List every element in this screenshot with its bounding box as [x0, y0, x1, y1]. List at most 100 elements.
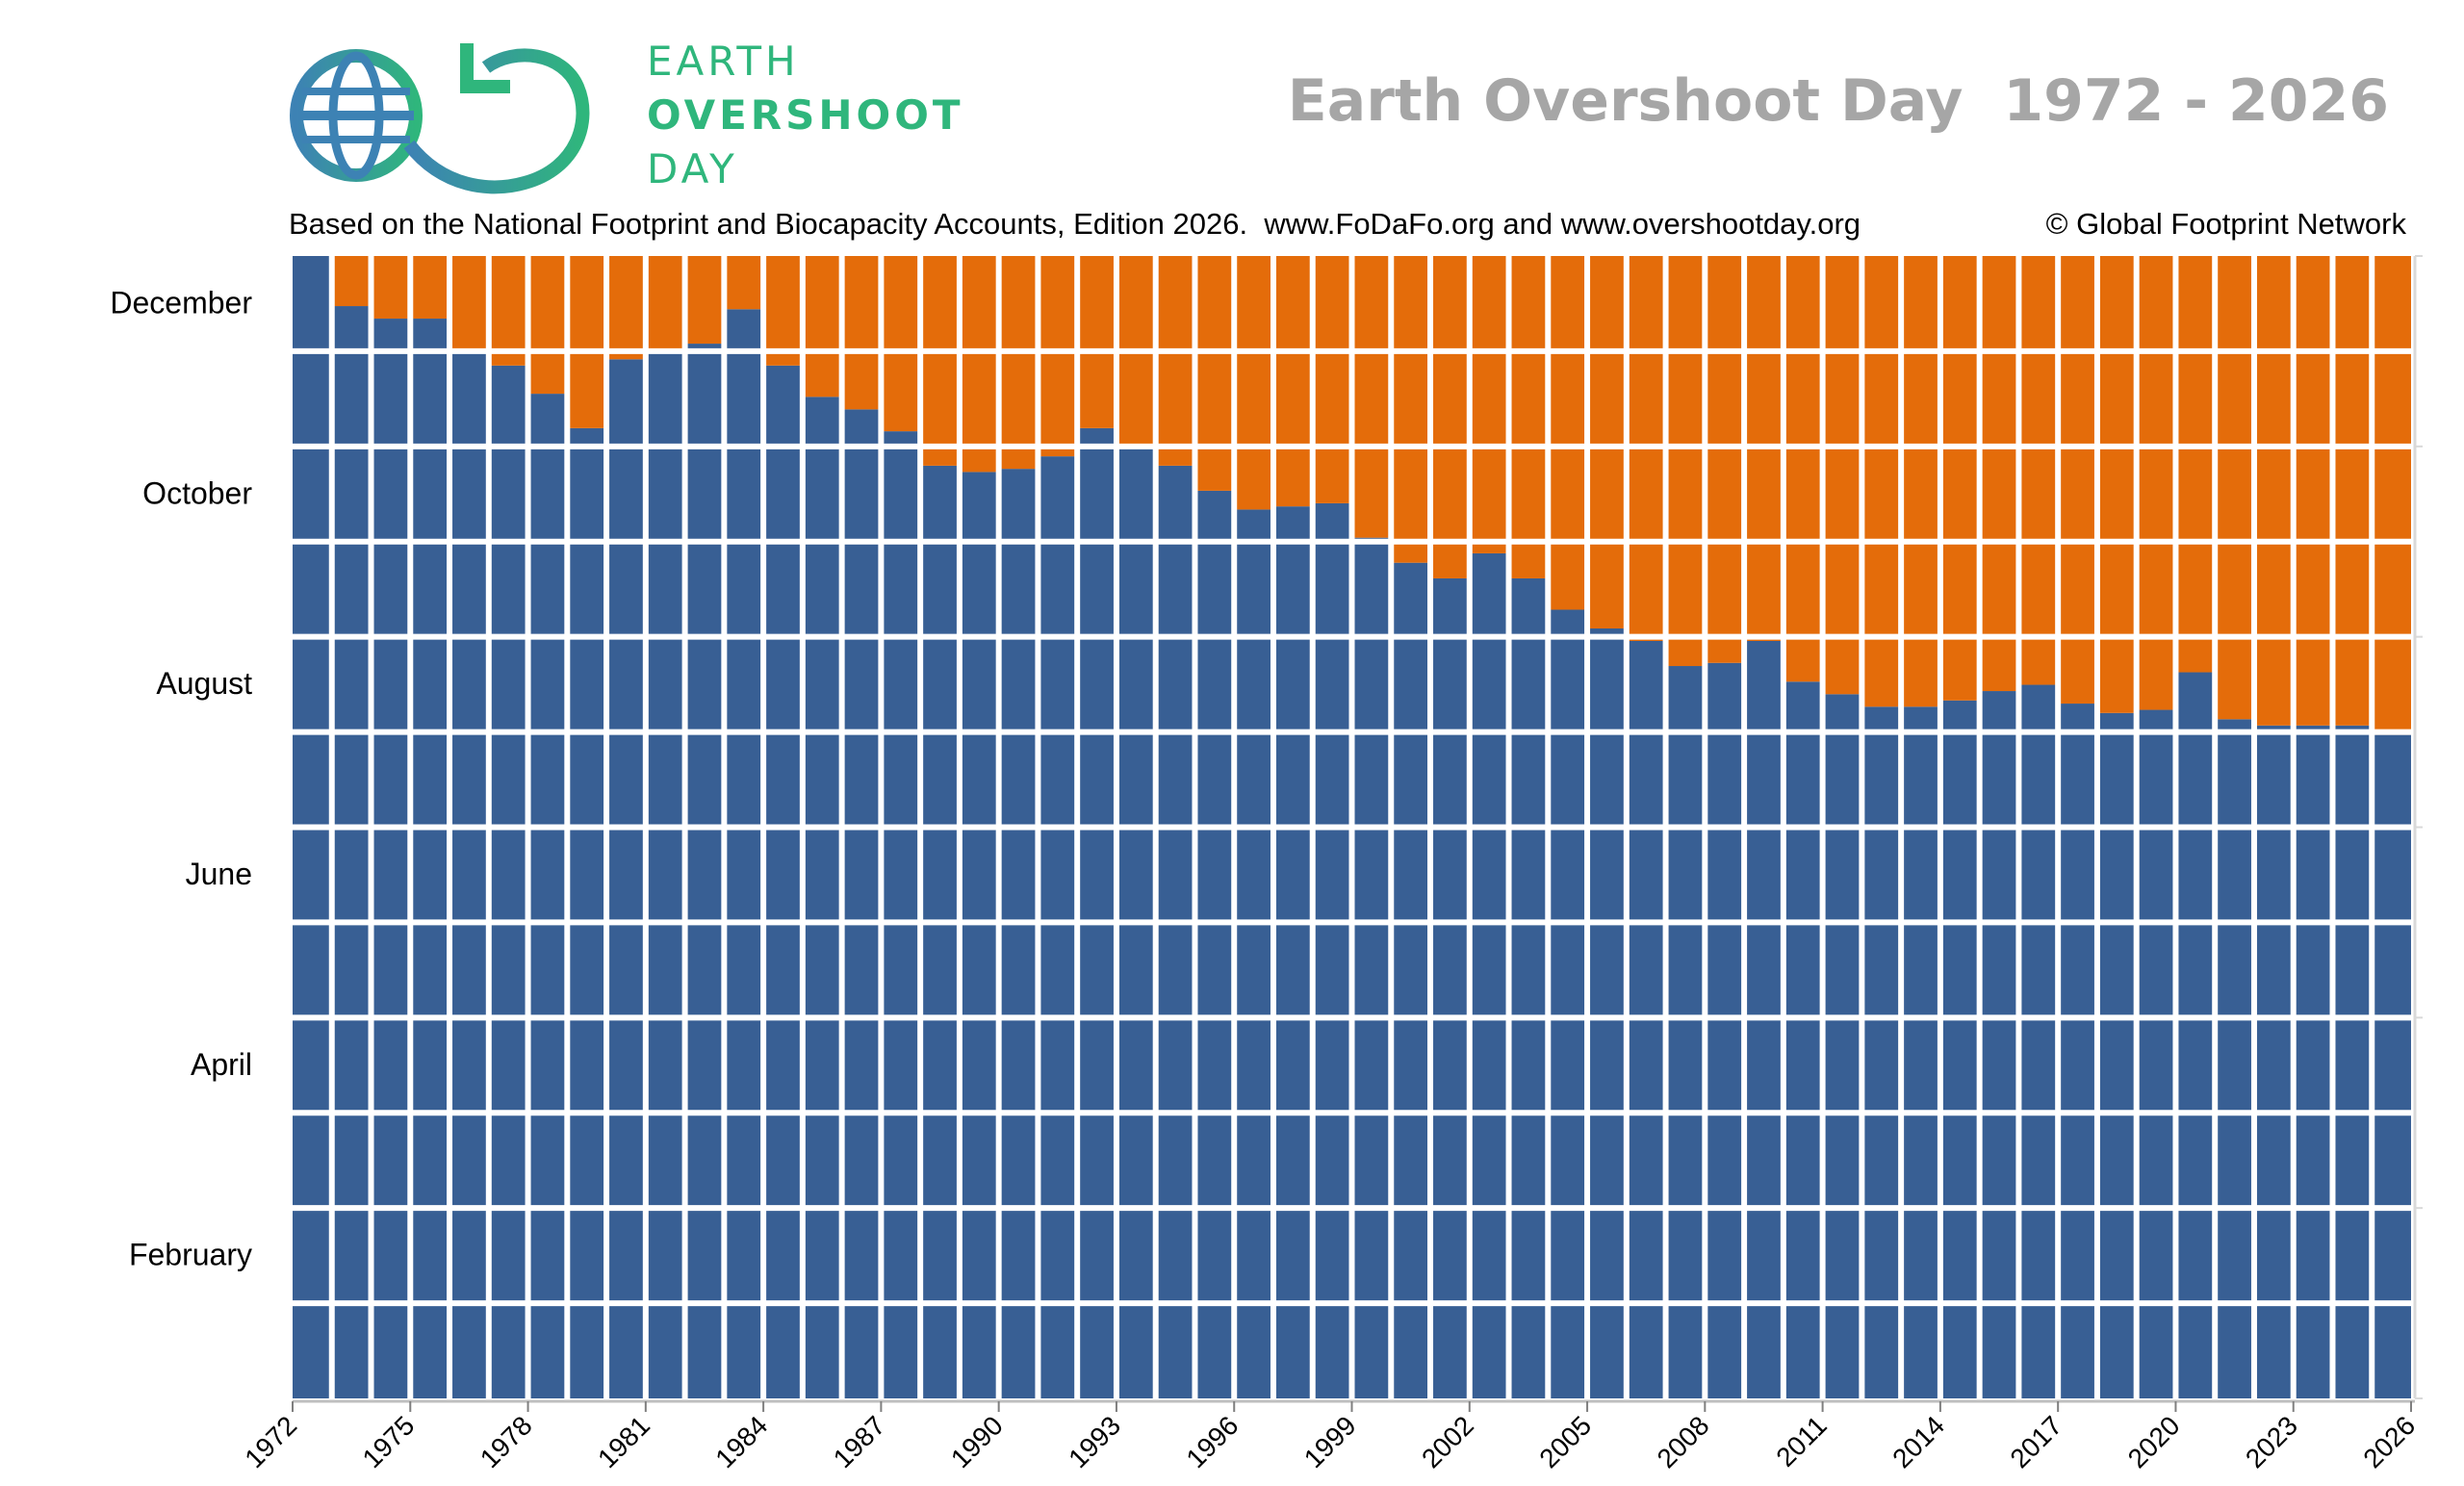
bar-before-overshoot	[371, 319, 411, 1398]
y-tick-label: April	[191, 1047, 252, 1082]
bar-before-overshoot	[841, 409, 882, 1398]
bar-before-overshoot	[2372, 734, 2411, 1398]
bar-before-overshoot	[1705, 662, 1745, 1398]
bar-after-overshoot	[2018, 256, 2059, 685]
x-tick-label: 2011	[1770, 1410, 1833, 1473]
chart-subtitle: Based on the National Footprint and Bioc…	[289, 207, 2406, 242]
x-tick-label: 2008	[1652, 1410, 1715, 1473]
bar-after-overshoot	[1312, 256, 1352, 503]
bar-after-overshoot	[2253, 256, 2294, 726]
bar-after-overshoot	[1665, 256, 1706, 667]
bar-before-overshoot	[2175, 672, 2216, 1398]
bar-before-overshoot	[2332, 725, 2373, 1398]
logo-word-day: DAY	[647, 145, 738, 192]
bar-before-overshoot	[1391, 562, 1431, 1398]
bar-before-overshoot	[1312, 502, 1352, 1398]
bar-before-overshoot	[1861, 706, 1902, 1398]
bar-before-overshoot	[1783, 681, 1823, 1398]
bar-after-overshoot	[1705, 256, 1745, 663]
plot-area	[293, 256, 2411, 1399]
x-tick-label: 2017	[2004, 1410, 2067, 1473]
bar-after-overshoot	[802, 256, 842, 397]
bar-after-overshoot	[1587, 256, 1627, 628]
bar-after-overshoot	[1939, 256, 1980, 701]
bar-after-overshoot	[488, 256, 528, 366]
bar-after-overshoot	[2058, 256, 2097, 705]
bar-before-overshoot	[606, 359, 646, 1398]
bar-before-overshoot	[920, 465, 960, 1398]
copyright-note: © Global Footprint Network	[2045, 207, 2406, 241]
bar-before-overshoot	[1508, 577, 1549, 1398]
x-tick-label: 1978	[475, 1410, 538, 1473]
bar-after-overshoot	[1979, 256, 2019, 692]
bar-before-overshoot	[567, 427, 607, 1398]
x-tick-label: 2020	[2122, 1410, 2186, 1473]
bar-before-overshoot	[331, 306, 372, 1399]
bar-before-overshoot	[645, 352, 685, 1398]
bar-before-overshoot	[2215, 719, 2254, 1398]
bar-after-overshoot	[331, 256, 372, 307]
bar-after-overshoot	[1861, 256, 1902, 707]
bar-before-overshoot	[2096, 712, 2137, 1398]
x-tick-label: 2002	[1416, 1410, 1479, 1473]
x-tick-label: 2023	[2240, 1410, 2303, 1473]
bar-before-overshoot	[527, 394, 568, 1398]
bar-before-overshoot	[1234, 509, 1273, 1398]
bar-after-overshoot	[724, 256, 764, 310]
bar-after-overshoot	[2332, 256, 2373, 726]
bar-before-overshoot	[1665, 666, 1706, 1398]
bar-before-overshoot	[802, 397, 842, 1398]
bar-after-overshoot	[2096, 256, 2137, 713]
bar-after-overshoot	[2136, 256, 2176, 710]
bar-after-overshoot	[1822, 256, 1862, 695]
x-tick-label: 1993	[1063, 1410, 1126, 1473]
x-tick-label: 1996	[1180, 1410, 1244, 1473]
bar-after-overshoot	[1901, 256, 1940, 707]
bar-after-overshoot	[959, 256, 999, 473]
bar-after-overshoot	[920, 256, 960, 466]
logo-word-earth: EARTH	[647, 38, 800, 85]
logo-word-overshoot: OVERSHOOT	[647, 91, 964, 139]
bar-after-overshoot	[527, 256, 568, 395]
globe-infinity-arrow-icon	[290, 43, 590, 194]
bar-after-overshoot	[1351, 256, 1392, 538]
bar-before-overshoot	[1038, 456, 1078, 1399]
bar-after-overshoot	[763, 256, 803, 366]
y-tick-label: December	[110, 285, 252, 320]
bar-before-overshoot	[763, 365, 803, 1399]
bar-after-overshoot	[1783, 256, 1823, 682]
bar-before-overshoot	[1077, 427, 1116, 1398]
bar-after-overshoot	[1548, 256, 1588, 610]
bar-before-overshoot	[1822, 694, 1862, 1398]
bar-before-overshoot	[1901, 706, 1940, 1398]
x-tick-label: 2014	[1886, 1410, 1950, 1473]
x-tick-label: 1987	[828, 1410, 891, 1473]
bar-before-overshoot	[1272, 506, 1313, 1398]
bar-before-overshoot	[2018, 684, 2059, 1398]
bar-before-overshoot	[1430, 577, 1470, 1398]
bar-before-overshoot	[1939, 700, 1980, 1398]
bar-before-overshoot	[724, 309, 764, 1399]
bar-before-overshoot	[959, 472, 999, 1398]
source-note: Based on the National Footprint and Bioc…	[289, 207, 1861, 241]
y-tick-label: October	[142, 475, 252, 510]
bar-after-overshoot	[2175, 256, 2216, 673]
bar-before-overshoot	[1979, 691, 2019, 1398]
bar-before-overshoot	[2136, 709, 2176, 1398]
bar-after-overshoot	[1469, 256, 1509, 553]
bar-after-overshoot	[998, 256, 1039, 470]
bar-after-overshoot	[684, 256, 725, 345]
y-tick-label: August	[156, 666, 252, 701]
bar-after-overshoot	[1272, 256, 1313, 507]
bar-after-overshoot	[606, 256, 646, 360]
chart-title: Earth Overshoot Day 1972 - 2026	[1287, 67, 2389, 135]
bar-after-overshoot	[2293, 256, 2333, 726]
bar-after-overshoot	[881, 256, 921, 432]
bar-after-overshoot	[2372, 256, 2411, 735]
bar-after-overshoot	[841, 256, 882, 410]
bar-before-overshoot	[2293, 725, 2333, 1398]
bar-before-overshoot	[1155, 465, 1195, 1398]
bar-after-overshoot	[1194, 256, 1235, 491]
y-tick-label: June	[186, 857, 252, 891]
bar-before-overshoot	[1351, 537, 1392, 1398]
